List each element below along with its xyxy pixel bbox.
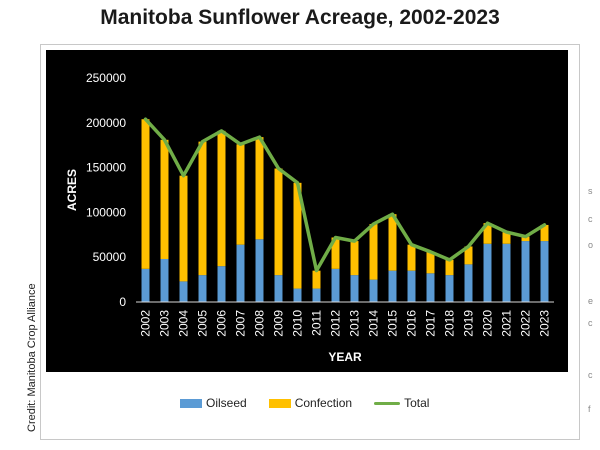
x-tick-label: 2007 (234, 310, 248, 337)
bar-confection (141, 119, 150, 269)
x-tick-label: 2011 (310, 310, 324, 336)
bar-confection (483, 223, 492, 244)
x-tick-label: 2013 (348, 310, 362, 337)
bar-oilseed (350, 275, 359, 302)
bar-confection (388, 214, 397, 271)
bar-confection (540, 224, 549, 242)
x-tick-label: 2016 (405, 310, 419, 337)
bar-oilseed (141, 268, 150, 302)
bar-oilseed (464, 264, 473, 302)
bar-oilseed (293, 288, 302, 302)
legend: Oilseed Confection Total (180, 394, 451, 412)
x-tick-label: 2021 (500, 310, 514, 337)
oilseed-swatch (180, 398, 202, 408)
bar-oilseed (502, 243, 511, 302)
x-tick-label: 2018 (443, 310, 457, 337)
bar-oilseed (369, 279, 378, 302)
legend-label-confection: Confection (294, 396, 353, 410)
bar-oilseed (255, 239, 264, 302)
bar-oilseed (388, 270, 397, 302)
bar-oilseed (331, 268, 340, 302)
edge-glyph: c (588, 370, 593, 380)
edge-glyph: s (588, 186, 593, 196)
y-axis-title: ACRES (65, 169, 79, 211)
bar-confection (236, 144, 245, 245)
bar-oilseed (217, 266, 226, 302)
edge-glyph: f (588, 404, 591, 414)
bar-confection (179, 175, 188, 282)
bar-oilseed (426, 273, 435, 302)
edge-glyph: o (588, 240, 594, 250)
y-tick-label: 150000 (86, 161, 126, 175)
y-tick-label: 250000 (86, 71, 126, 85)
edge-glyph: e (588, 296, 594, 306)
bar-confection (255, 137, 264, 240)
x-tick-label: 2010 (291, 310, 305, 337)
bar-confection (312, 270, 321, 289)
legend-item-confection: Confection (268, 396, 353, 410)
bar-confection (445, 259, 454, 276)
bar-oilseed (483, 243, 492, 302)
total-swatch (374, 401, 401, 405)
bar-oilseed (236, 244, 245, 302)
bar-oilseed (407, 270, 416, 302)
legend-label-oilseed: Oilseed (206, 396, 247, 410)
edge-glyph: c (588, 214, 593, 224)
bar-confection (331, 237, 340, 269)
plot-panel: 0 50000 100000 150000 200000 250000 ACRES 2002 2… (46, 50, 568, 372)
x-tick-label: 2023 (538, 310, 552, 337)
y-tick-label: 50000 (93, 250, 127, 264)
bar-confection (198, 141, 207, 276)
bar-confection (502, 232, 511, 244)
x-tick-label: 2017 (424, 310, 438, 337)
bar-confection (350, 241, 359, 276)
bar-confection (160, 139, 169, 259)
bar-confection (293, 182, 302, 289)
bar-oilseed (540, 241, 549, 302)
legend-item-oilseed: Oilseed (180, 396, 247, 410)
bar-confection (217, 130, 226, 267)
chart-svg: 0 50000 100000 150000 200000 250000 ACRES 2002 2… (65, 71, 554, 364)
x-tick-label: 2009 (272, 310, 286, 337)
bar-oilseed (445, 275, 454, 302)
bar-confection (426, 251, 435, 274)
bar-oilseed (179, 281, 188, 302)
x-tick-label: 2002 (139, 310, 153, 337)
edge-glyph: c (588, 318, 593, 328)
y-tick-label: 0 (119, 295, 126, 309)
x-tick-label: 2014 (367, 310, 381, 337)
bar-oilseed (198, 275, 207, 302)
x-tick-label: 2004 (177, 310, 191, 337)
chart-title: Manitoba Sunflower Acreage, 2002-2023 (100, 6, 500, 29)
y-tick-label: 200000 (86, 116, 126, 130)
bar-oilseed (160, 258, 169, 302)
bar-confection (274, 168, 283, 276)
legend-label-total: Total (404, 396, 430, 410)
bar-oilseed (312, 288, 321, 302)
bar-confection (369, 224, 378, 280)
x-tick-label: 2005 (196, 310, 210, 337)
bar-confection (464, 246, 473, 265)
x-tick-label: 2019 (462, 310, 476, 337)
x-tick-label: 2015 (386, 310, 400, 337)
x-tick-label: 2012 (329, 310, 343, 337)
y-tick-label: 100000 (86, 205, 126, 219)
x-tick-label: 2008 (253, 310, 267, 337)
bar-confection (521, 236, 530, 242)
confection-swatch (268, 398, 291, 408)
x-tick-label: 2003 (158, 310, 172, 337)
bar-oilseed (521, 241, 530, 302)
x-tick-label: 2020 (481, 310, 495, 337)
x-tick-label: 2006 (215, 310, 229, 337)
credit-text: Credit: Manitoba Crop Alliance (26, 283, 38, 432)
total-line (143, 117, 547, 273)
x-tick-label: 2022 (519, 310, 533, 337)
bar-confection (407, 244, 416, 271)
x-axis-title: YEAR (328, 350, 362, 364)
bar-oilseed (274, 275, 283, 302)
legend-item-total: Total (374, 396, 429, 410)
